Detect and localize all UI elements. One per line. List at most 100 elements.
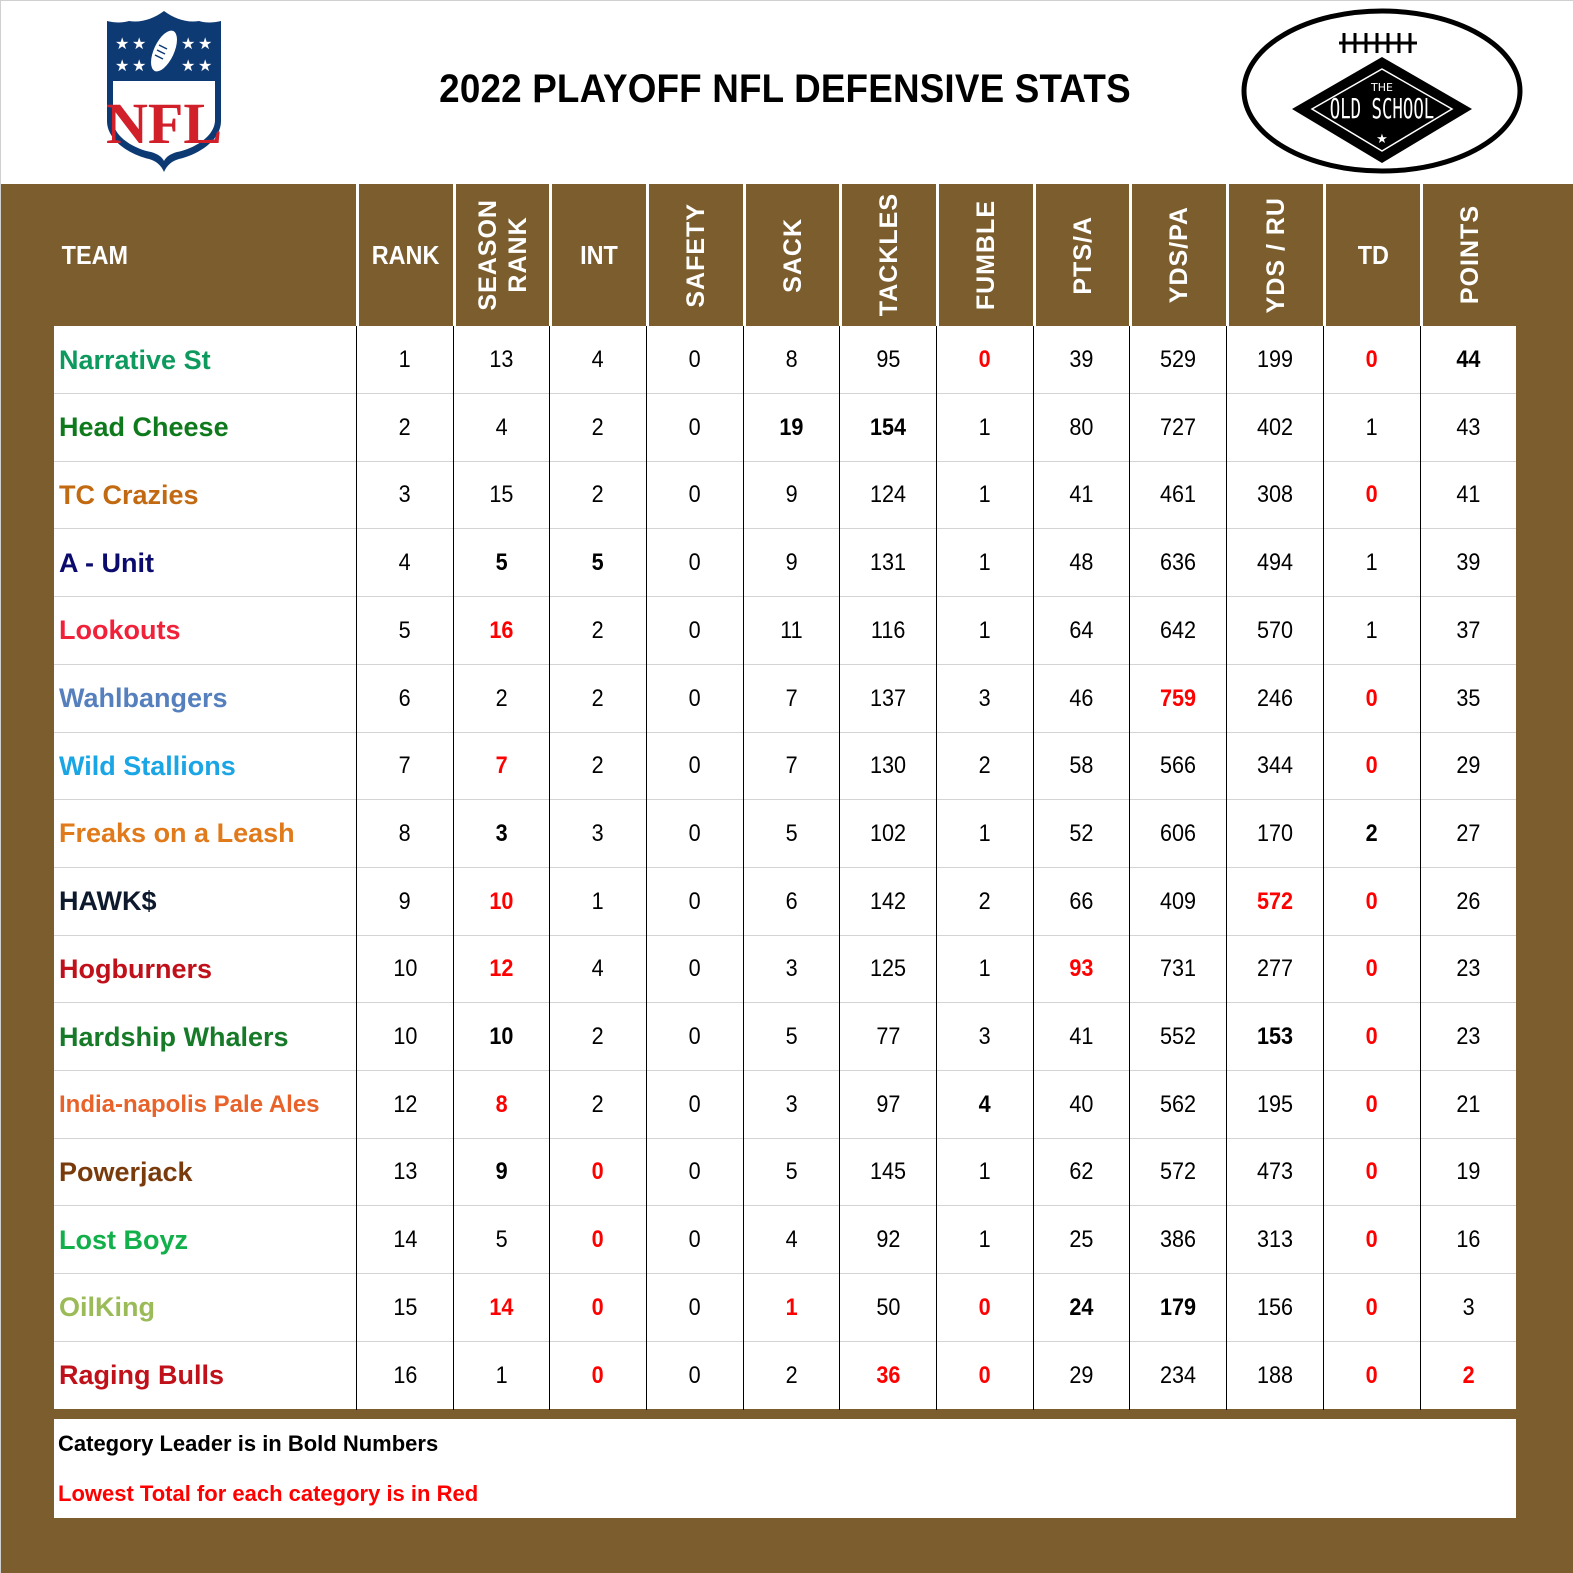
- fumble-cell: 1: [936, 1138, 1033, 1207]
- fumble-value: 1: [978, 955, 992, 983]
- table-row[interactable]: TC Crazies 3 15 2 0 9 124 1 41 461 308 0 41: [54, 461, 1516, 530]
- safety-value: 0: [688, 1226, 702, 1254]
- points-value: 2: [1462, 1361, 1475, 1389]
- fumble-cell: 2: [936, 867, 1033, 936]
- int-cell: 2: [549, 664, 646, 733]
- team-name-cell: Wahlbangers: [59, 683, 228, 713]
- column-header-safety[interactable]: SAFETY: [646, 184, 743, 326]
- rank-cell: 12: [356, 1070, 453, 1139]
- fumble-value: 0: [978, 346, 992, 373]
- int-value: 2: [591, 752, 605, 780]
- tackles-value: 131: [869, 549, 907, 577]
- yds-ru-cell: 572: [1226, 867, 1323, 936]
- yds-pa-value: 606: [1159, 819, 1197, 847]
- season-rank-cell: 12: [453, 935, 549, 1004]
- column-header-team[interactable]: TEAM: [61, 239, 128, 270]
- yds-pa-value: 572: [1159, 1158, 1197, 1186]
- table-row[interactable]: Freaks on a Leash 8 3 3 0 5 102 1 52 606 170 2 27: [54, 799, 1516, 868]
- int-value: 2: [591, 1023, 605, 1050]
- yds-ru-cell: 570: [1226, 596, 1323, 665]
- column-header-yds-ru[interactable]: YDS / RU: [1226, 184, 1323, 326]
- td-value: 1: [1365, 413, 1379, 441]
- legend-red-note: Lowest Total for each category is in Red: [58, 1481, 479, 1506]
- safety-cell: 0: [646, 529, 743, 598]
- column-header-yds-pa[interactable]: YDS/PA: [1129, 184, 1226, 326]
- int-value: 5: [591, 549, 605, 577]
- table-row[interactable]: Hardship Whalers 10 10 2 0 5 77 3 41 552 153 0 23: [54, 1003, 1516, 1071]
- column-header-int[interactable]: INT: [549, 184, 646, 326]
- yds-pa-value: 552: [1159, 1023, 1197, 1050]
- table-row[interactable]: Wahlbangers 6 2 2 0 7 137 3 46 759 246 0 35: [54, 664, 1516, 733]
- yds-pa-value: 642: [1159, 616, 1197, 644]
- table-row[interactable]: HAWK$ 9 10 1 0 6 142 2 66 409 572 0 26: [54, 867, 1516, 936]
- fumble-value: 3: [978, 684, 992, 712]
- table-row[interactable]: A - Unit 4 5 5 0 9 131 1 48 636 494 1 39: [54, 529, 1516, 598]
- pts-a-value: 39: [1069, 346, 1094, 373]
- yds-ru-cell: 246: [1226, 664, 1323, 733]
- season-rank-value: 2: [495, 684, 508, 712]
- pts-a-value: 48: [1069, 549, 1094, 577]
- column-header-fumble[interactable]: FUMBLE: [936, 184, 1033, 326]
- column-header-season-rank[interactable]: SEASON RANK: [453, 184, 549, 326]
- pts-a-cell: 66: [1033, 867, 1129, 936]
- points-value: 16: [1456, 1226, 1481, 1254]
- int-cell: 0: [549, 1138, 646, 1207]
- table-row[interactable]: Raging Bulls 16 1 0 0 2 36 0 29 234 188 0 2: [54, 1341, 1516, 1410]
- svg-text:★: ★: [198, 34, 212, 53]
- column-header-rank[interactable]: RANK: [356, 184, 453, 326]
- table-row[interactable]: Narrative St 1 13 4 0 8 95 0 39 529 199 0 44: [54, 326, 1516, 394]
- int-cell: 2: [549, 393, 646, 462]
- yds-ru-value: 572: [1256, 887, 1294, 915]
- sack-value: 3: [785, 955, 798, 983]
- old-school-football-logo-icon: THE OLD SCHOOL ★: [1241, 8, 1523, 174]
- team-name-cell: Wild Stallions: [59, 750, 236, 781]
- table-row[interactable]: Powerjack 13 9 0 0 5 145 1 62 572 473 0 19: [54, 1138, 1516, 1207]
- yds-pa-cell: 636: [1129, 529, 1226, 598]
- tackles-cell: 137: [839, 664, 936, 733]
- yds-pa-cell: 727: [1129, 393, 1226, 462]
- safety-cell: 0: [646, 867, 743, 936]
- rank-value: 13: [392, 1158, 418, 1186]
- fumble-cell: 1: [936, 461, 1033, 530]
- legend-box: Category Leader is in Bold Numbers Lowes…: [54, 1419, 1516, 1518]
- column-header-td[interactable]: TD: [1323, 184, 1420, 326]
- team-name-cell: A - Unit: [59, 547, 154, 578]
- sack-cell: 5: [743, 1003, 839, 1071]
- table-row[interactable]: India-napolis Pale Ales 12 8 2 0 3 97 4 40 562 195…: [54, 1070, 1516, 1139]
- pts-a-value: 93: [1069, 955, 1094, 983]
- points-cell: 44: [1420, 326, 1516, 394]
- column-header-pts-a[interactable]: PTS/A: [1033, 184, 1129, 326]
- points-cell: 35: [1420, 664, 1516, 733]
- td-cell: 1: [1323, 596, 1420, 665]
- column-header-points[interactable]: POINTS: [1420, 184, 1516, 326]
- table-row[interactable]: Head Cheese 2 4 2 0 19 154 1 80 727 402 1 43: [54, 393, 1516, 462]
- season-rank-cell: 10: [453, 867, 549, 936]
- safety-value: 0: [688, 1293, 702, 1321]
- rank-value: 15: [392, 1293, 418, 1321]
- season-rank-value: 4: [495, 413, 508, 441]
- table-row[interactable]: Hogburners 10 12 4 0 3 125 1 93 731 277 0 23: [54, 935, 1516, 1004]
- tackles-cell: 50: [839, 1273, 936, 1342]
- yds-pa-value: 727: [1159, 413, 1197, 441]
- int-cell: 2: [549, 1070, 646, 1139]
- yds-ru-cell: 313: [1226, 1206, 1323, 1275]
- table-row[interactable]: OilKing 15 14 0 0 1 50 0 24 179 156 0 3: [54, 1273, 1516, 1342]
- column-header-sack[interactable]: SACK: [743, 184, 839, 326]
- td-cell: 1: [1323, 529, 1420, 598]
- td-cell: 0: [1323, 867, 1420, 936]
- safety-value: 0: [688, 684, 702, 712]
- safety-cell: 0: [646, 732, 743, 801]
- yds-ru-value: 195: [1256, 1090, 1294, 1118]
- fumble-cell: 1: [936, 596, 1033, 665]
- td-value: 0: [1365, 1158, 1379, 1186]
- yds-ru-cell: 199: [1226, 326, 1323, 394]
- safety-cell: 0: [646, 461, 743, 530]
- table-row[interactable]: Wild Stallions 7 7 2 0 7 130 2 58 566 344 0 29: [54, 732, 1516, 801]
- yds-ru-cell: 344: [1226, 732, 1323, 801]
- table-row[interactable]: Lost Boyz 14 5 0 0 4 92 1 25 386 313 0 16: [54, 1206, 1516, 1275]
- table-row[interactable]: Lookouts 5 16 2 0 11 116 1 64 642 570 1 37: [54, 596, 1516, 665]
- rank-cell: 8: [356, 799, 453, 868]
- safety-value: 0: [688, 1158, 702, 1186]
- safety-cell: 0: [646, 596, 743, 665]
- column-header-tackles[interactable]: TACKLES: [839, 184, 936, 326]
